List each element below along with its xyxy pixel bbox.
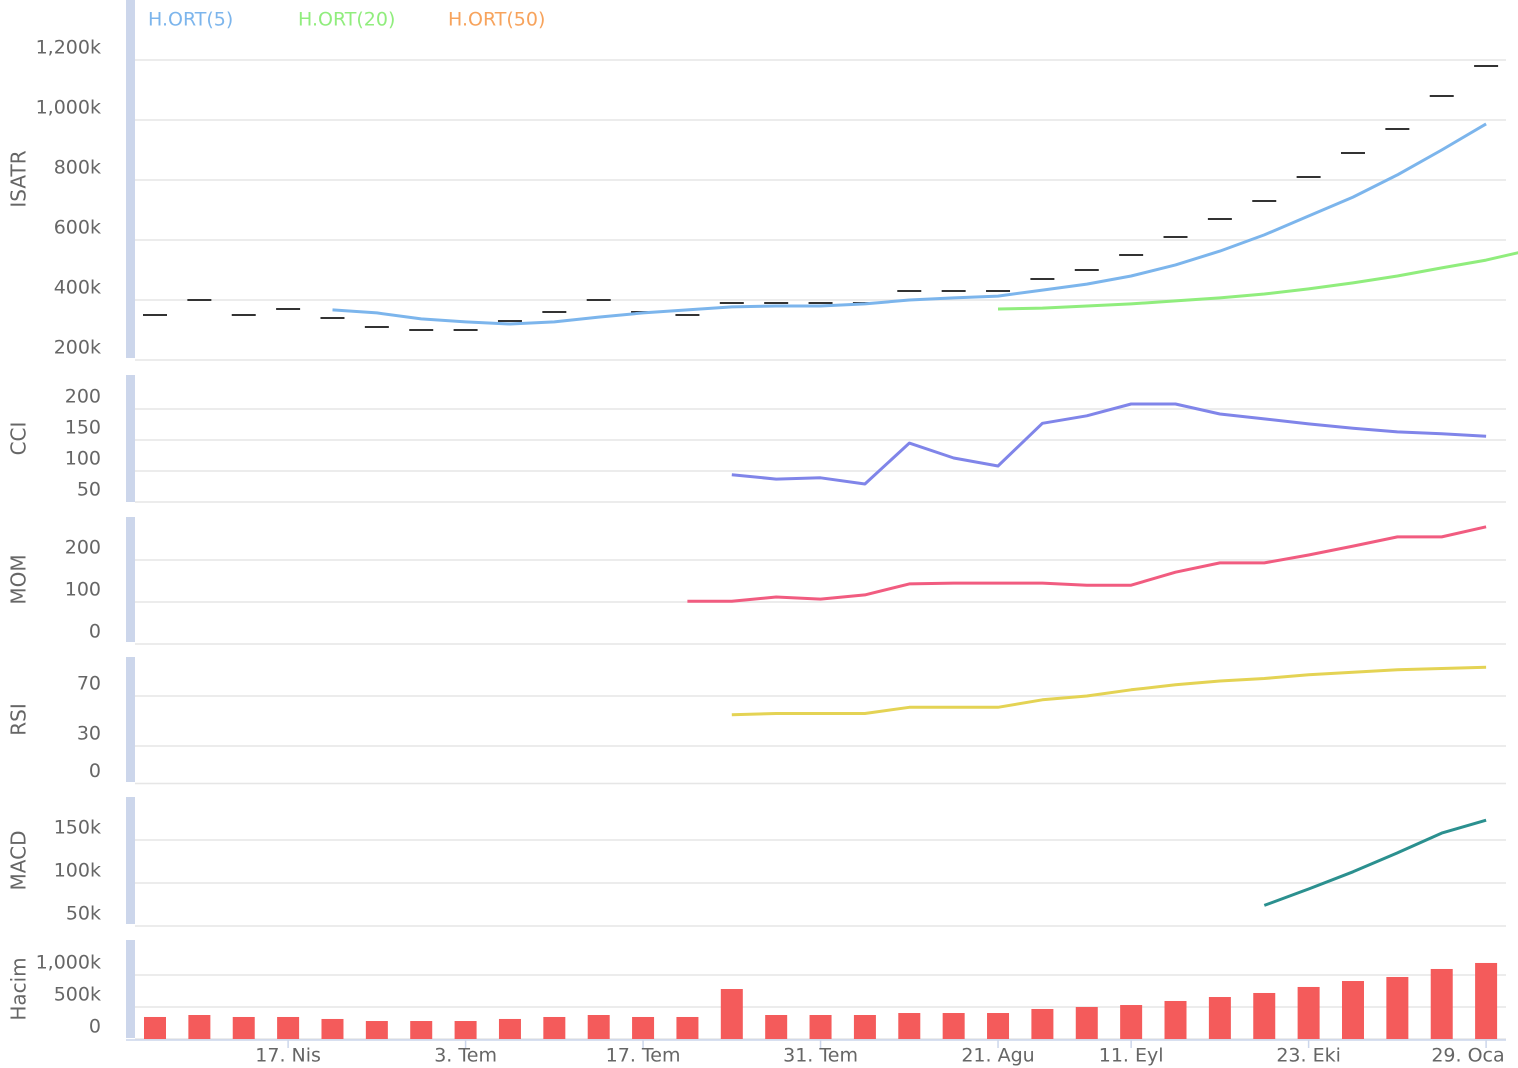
bar xyxy=(1430,968,1453,1039)
bar xyxy=(1075,1007,1098,1039)
y-axis-title: Hacim xyxy=(7,957,31,1020)
bar xyxy=(587,1015,610,1039)
y-tick-label: 500k xyxy=(54,984,101,1006)
bar xyxy=(676,1016,699,1039)
y-tick-label: 600k xyxy=(54,217,101,239)
bar xyxy=(232,1016,255,1039)
x-tick-label: 3. Tem xyxy=(434,1045,497,1067)
bar xyxy=(809,1015,832,1039)
line xyxy=(997,251,1518,311)
bar xyxy=(1386,976,1409,1039)
y-tick-label: 1,200k xyxy=(36,37,101,59)
line xyxy=(1263,818,1487,907)
y-tick-label: 100 xyxy=(65,579,101,601)
y-tick-label: 800k xyxy=(54,157,101,179)
y-tick-label: 30 xyxy=(77,723,101,745)
y-axis-title: MOM xyxy=(7,554,31,604)
x-tick-label: 11. Eyl xyxy=(1099,1045,1164,1067)
x-tick-label: 21. Agu xyxy=(961,1045,1034,1067)
x-tick-label: 31. Tem xyxy=(783,1045,858,1067)
bar xyxy=(543,1016,566,1039)
y-tick-label: 1,000k xyxy=(36,97,101,119)
y-tick-label: 150k xyxy=(54,817,101,839)
y-axis-title: MACD xyxy=(7,831,31,891)
y-tick-label: 100k xyxy=(54,860,101,882)
y-axis-title: ISATR xyxy=(7,150,31,207)
y-tick-label: 0 xyxy=(89,760,101,782)
bar xyxy=(853,1015,876,1039)
x-tick-label: 17. Nis xyxy=(255,1045,321,1067)
y-tick-label: 1,000k xyxy=(36,952,101,974)
y-axis-title: CCI xyxy=(7,422,31,456)
legend-entry: H.ORT(50) xyxy=(448,9,545,31)
bar xyxy=(1475,962,1498,1039)
bar xyxy=(632,1016,655,1039)
bar xyxy=(987,1013,1010,1039)
pane-bar xyxy=(126,797,135,924)
bar xyxy=(454,1021,477,1039)
y-tick-label: 0 xyxy=(89,621,101,643)
line xyxy=(332,122,1487,326)
bar xyxy=(942,1013,965,1039)
bar xyxy=(277,1016,300,1039)
y-tick-label: 50 xyxy=(77,479,101,501)
pane-bar xyxy=(126,0,135,358)
y-axis-title: RSI xyxy=(7,703,31,736)
pane-bar xyxy=(126,517,135,642)
y-tick-label: 50k xyxy=(66,903,101,925)
bar xyxy=(1208,997,1231,1039)
y-tick-label: 150 xyxy=(65,417,101,439)
bar xyxy=(144,1016,166,1039)
bar xyxy=(898,1013,921,1039)
legend-entry: H.ORT(5) xyxy=(148,9,233,31)
pane-bar xyxy=(126,375,135,502)
y-tick-label: 200k xyxy=(54,337,101,359)
y-tick-label: 100 xyxy=(65,448,101,470)
y-tick-label: 70 xyxy=(77,673,101,695)
y-tick-label: 200 xyxy=(65,537,101,559)
bar xyxy=(765,1015,788,1039)
bar xyxy=(498,1018,521,1039)
line xyxy=(731,665,1487,717)
x-tick-label: 23. Eki xyxy=(1276,1045,1341,1067)
bar xyxy=(1297,986,1320,1039)
bar xyxy=(1253,992,1276,1039)
y-tick-label: 400k xyxy=(54,277,101,299)
line xyxy=(731,402,1487,486)
x-tick-label: 17. Tem xyxy=(606,1045,681,1067)
pane-bar xyxy=(126,657,135,782)
bar xyxy=(1031,1008,1054,1039)
bar xyxy=(1164,1000,1187,1039)
bar xyxy=(410,1021,433,1039)
line xyxy=(687,525,1487,603)
legend-entry: H.ORT(20) xyxy=(298,9,395,31)
bar xyxy=(1120,1005,1143,1039)
bar xyxy=(188,1015,211,1039)
y-tick-label: 0 xyxy=(89,1016,101,1038)
y-tick-label: 200 xyxy=(65,386,101,408)
pane-bar xyxy=(126,940,135,1038)
bar xyxy=(365,1021,388,1039)
x-tick-label: 29. Oca xyxy=(1431,1045,1504,1067)
bar xyxy=(720,989,743,1039)
bar xyxy=(321,1018,344,1039)
bar xyxy=(1341,981,1364,1039)
